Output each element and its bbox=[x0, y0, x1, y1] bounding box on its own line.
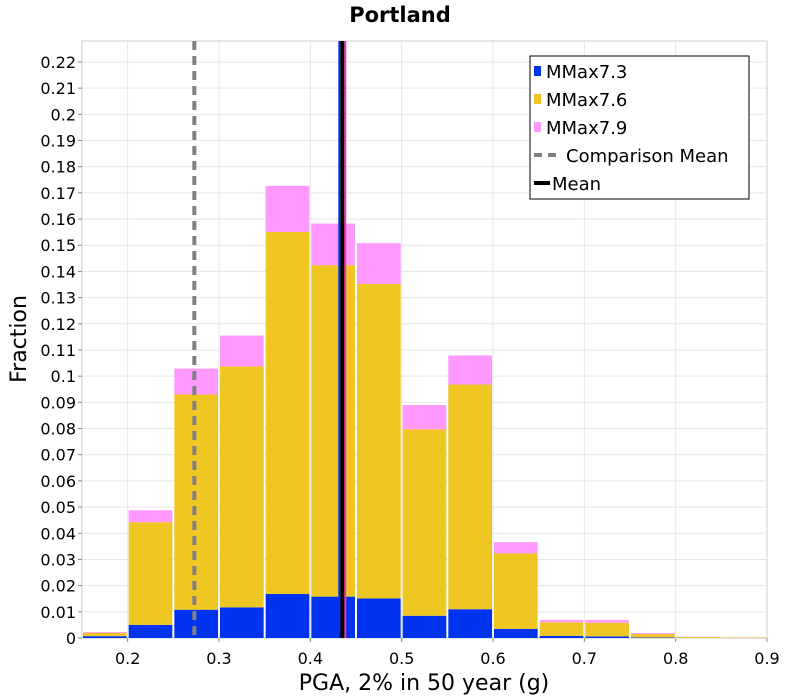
y-axis-ticks: 0 0.01 0.02 0.03 0.04 0.05 0.06 0.07 0.08 0.09 0.1… bbox=[40, 53, 82, 648]
y-tick-label: 0 bbox=[66, 629, 76, 648]
bar-segment-mmax76-6 bbox=[357, 283, 401, 599]
x-tick-label: 0.4 bbox=[298, 649, 323, 668]
y-tick-label: 0.2 bbox=[51, 105, 76, 124]
bar-segment-mmax73-1 bbox=[128, 624, 173, 638]
bar-segment-mmax79-12 bbox=[631, 633, 675, 635]
x-axis-ticks: 0.2 0.3 0.4 0.5 0.6 0.7 0.8 0.9 bbox=[115, 638, 780, 668]
bar-segment-mmax79-0 bbox=[83, 631, 127, 633]
bar-segment-mmax73-9 bbox=[494, 628, 538, 638]
reference-lines bbox=[192, 41, 347, 638]
bar-segment-mmax79-8 bbox=[448, 355, 492, 385]
bar-segment-mmax76-12 bbox=[631, 634, 675, 638]
bar-segment-mmax79-5 bbox=[311, 223, 355, 266]
bar-segment-mmax73-10 bbox=[539, 635, 584, 638]
bar-segment-mmax73-6 bbox=[357, 598, 401, 638]
y-tick-label: 0.05 bbox=[40, 498, 76, 517]
bar-segment-mmax73-7 bbox=[402, 615, 447, 638]
y-tick-label: 0.17 bbox=[40, 184, 76, 203]
bar-segment-mmax73-4 bbox=[265, 594, 310, 638]
legend-label-mmax79: MMax7.9 bbox=[546, 118, 627, 139]
y-tick-label: 0.08 bbox=[40, 420, 76, 439]
bar-segment-mmax76-2 bbox=[174, 394, 218, 610]
bar-segment-mmax79-7 bbox=[402, 404, 447, 430]
bar-segment-mmax79-6 bbox=[357, 243, 401, 284]
y-tick-label: 0.19 bbox=[40, 132, 76, 151]
legend-box bbox=[529, 55, 750, 200]
legend-swatch-mmax76 bbox=[534, 94, 541, 104]
y-tick-label: 0.15 bbox=[40, 236, 76, 255]
y-tick-label: 0.12 bbox=[40, 315, 76, 334]
legend-swatch-mmax79 bbox=[534, 122, 541, 132]
y-tick-label: 0.21 bbox=[40, 79, 76, 98]
legend-swatch-mmax73 bbox=[534, 66, 541, 76]
bar-segment-mmax73-11 bbox=[585, 636, 629, 638]
legend-label-mean: Mean bbox=[552, 174, 601, 195]
bar-segment-mmax76-14 bbox=[722, 637, 766, 638]
bar-segment-mmax79-10 bbox=[539, 619, 584, 623]
x-tick-label: 0.9 bbox=[754, 649, 779, 668]
bar-segment-mmax76-8 bbox=[448, 384, 492, 610]
bar-segment-mmax76-13 bbox=[676, 636, 721, 638]
bar-segment-mmax79-4 bbox=[265, 185, 310, 232]
y-tick-label: 0.06 bbox=[40, 472, 76, 491]
bar-segment-mmax73-12 bbox=[631, 637, 675, 638]
x-axis-title: PGA, 2% in 50 year (g) bbox=[299, 671, 550, 696]
bar-segment-mmax76-0 bbox=[83, 632, 127, 637]
y-tick-label: 0.16 bbox=[40, 210, 76, 229]
bar-segment-mmax76-7 bbox=[402, 429, 447, 616]
chart-title: Portland bbox=[349, 3, 451, 27]
bar-segment-mmax73-8 bbox=[448, 609, 492, 638]
y-tick-label: 0.13 bbox=[40, 289, 76, 308]
legend-label-comparison-mean: Comparison Mean bbox=[566, 146, 729, 167]
x-tick-label: 0.8 bbox=[663, 649, 688, 668]
bar-segment-mmax76-11 bbox=[585, 622, 629, 637]
bar-segment-mmax73-3 bbox=[220, 607, 264, 638]
bar-segment-mmax73-0 bbox=[83, 636, 127, 638]
y-tick-label: 0.07 bbox=[40, 446, 76, 465]
bar-segment-mmax79-9 bbox=[494, 542, 538, 554]
y-tick-label: 0.1 bbox=[51, 367, 76, 386]
y-tick-label: 0.04 bbox=[40, 524, 76, 543]
y-tick-label: 0.03 bbox=[40, 550, 76, 569]
y-tick-label: 0.11 bbox=[40, 341, 76, 360]
bar-segment-mmax73-5 bbox=[311, 596, 355, 638]
bar-segment-mmax79-11 bbox=[585, 619, 629, 623]
y-tick-label: 0.14 bbox=[40, 262, 76, 281]
y-tick-label: 0.22 bbox=[40, 53, 76, 72]
bar-segment-mmax76-1 bbox=[128, 522, 173, 625]
bar-segment-mmax76-4 bbox=[265, 231, 310, 595]
bar-segment-mmax76-3 bbox=[220, 366, 264, 608]
legend-label-mmax76: MMax7.6 bbox=[546, 90, 627, 111]
legend: MMax7.3 MMax7.6 MMax7.9 Comparison Mean … bbox=[529, 55, 750, 200]
x-tick-label: 0.6 bbox=[480, 649, 505, 668]
bar-segment-mmax76-9 bbox=[494, 553, 538, 629]
bars bbox=[83, 185, 766, 638]
bar-segment-mmax76-5 bbox=[311, 265, 355, 597]
x-tick-label: 0.7 bbox=[572, 649, 597, 668]
legend-label-mmax73: MMax7.3 bbox=[546, 62, 627, 83]
x-tick-label: 0.3 bbox=[206, 649, 231, 668]
x-tick-label: 0.5 bbox=[389, 649, 414, 668]
y-axis-title: Fraction bbox=[7, 295, 32, 383]
x-tick-label: 0.2 bbox=[115, 649, 140, 668]
y-tick-label: 0.02 bbox=[40, 577, 76, 596]
y-tick-label: 0.01 bbox=[40, 603, 76, 622]
bar-segment-mmax76-10 bbox=[539, 622, 584, 636]
y-tick-label: 0.18 bbox=[40, 158, 76, 177]
bar-segment-mmax79-3 bbox=[220, 335, 264, 367]
y-tick-label: 0.09 bbox=[40, 393, 76, 412]
bar-segment-mmax79-1 bbox=[128, 510, 173, 523]
